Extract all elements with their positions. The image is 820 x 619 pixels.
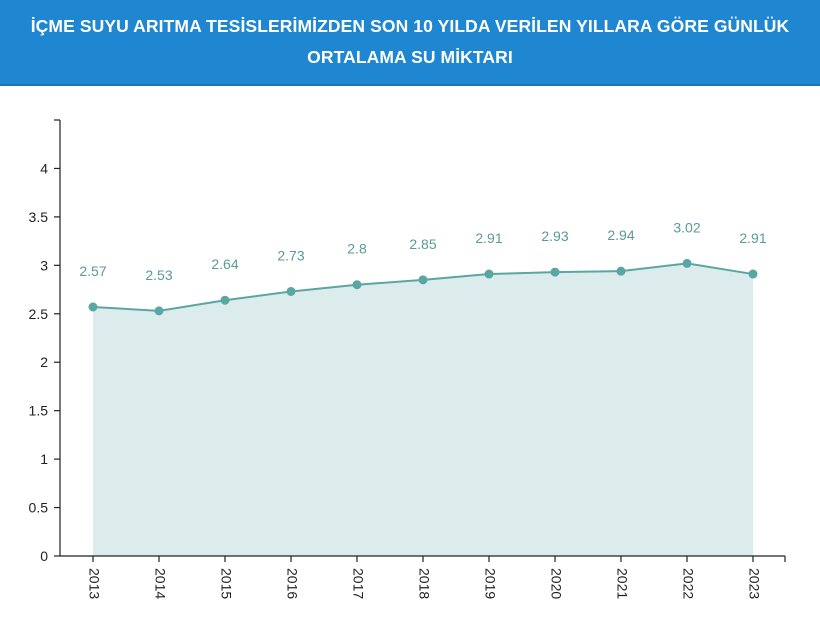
data-point (616, 266, 626, 276)
x-tick-label: 2017 (350, 568, 366, 599)
x-tick-label: 2021 (614, 568, 630, 599)
chart-title: İÇME SUYU ARITMA TESİSLERİMİZDEN SON 10 … (30, 16, 790, 67)
data-label: 2.53 (145, 267, 172, 283)
data-label: 2.73 (277, 247, 304, 263)
data-label: 2.94 (607, 227, 634, 243)
data-point (286, 286, 296, 296)
data-label: 2.91 (475, 230, 502, 246)
y-tick-label: 3.5 (29, 209, 49, 225)
data-point (154, 306, 164, 316)
x-tick-label: 2020 (548, 568, 564, 599)
x-tick-label: 2023 (746, 568, 762, 599)
x-tick-label: 2016 (284, 568, 300, 599)
chart-header: İÇME SUYU ARITMA TESİSLERİMİZDEN SON 10 … (0, 0, 820, 86)
y-tick-label: 0.5 (29, 500, 49, 516)
x-tick-label: 2013 (86, 568, 102, 599)
data-label: 2.8 (347, 241, 367, 257)
data-point (88, 302, 98, 312)
data-point (550, 267, 560, 277)
y-tick-label: 4 (40, 160, 48, 176)
x-tick-label: 2019 (482, 568, 498, 599)
x-tick-label: 2015 (218, 568, 234, 599)
y-tick-label: 1.5 (29, 403, 49, 419)
data-label: 2.64 (211, 256, 238, 272)
data-label: 2.57 (79, 263, 106, 279)
data-point (418, 275, 428, 285)
data-point (352, 280, 362, 290)
data-point (748, 269, 758, 279)
data-point (682, 258, 692, 268)
y-tick-label: 0 (40, 548, 48, 564)
data-point (484, 269, 494, 279)
x-tick-label: 2018 (416, 568, 432, 599)
y-tick-label: 2.5 (29, 306, 49, 322)
x-tick-label: 2022 (680, 568, 696, 599)
data-label: 3.02 (673, 219, 700, 235)
data-label: 2.91 (739, 230, 766, 246)
y-tick-label: 3 (40, 257, 48, 273)
y-tick-label: 2 (40, 354, 48, 370)
chart-area: 0 0.5 1 1.5 2 2.5 3 3.5 4 2013 2014 2015 2016 2017 201… (0, 86, 820, 619)
data-label: 2.93 (541, 228, 568, 244)
y-tick-label: 1 (40, 451, 48, 467)
data-point (220, 295, 230, 305)
x-tick-label: 2014 (152, 568, 168, 599)
series-area (93, 263, 753, 556)
data-label: 2.85 (409, 236, 436, 252)
